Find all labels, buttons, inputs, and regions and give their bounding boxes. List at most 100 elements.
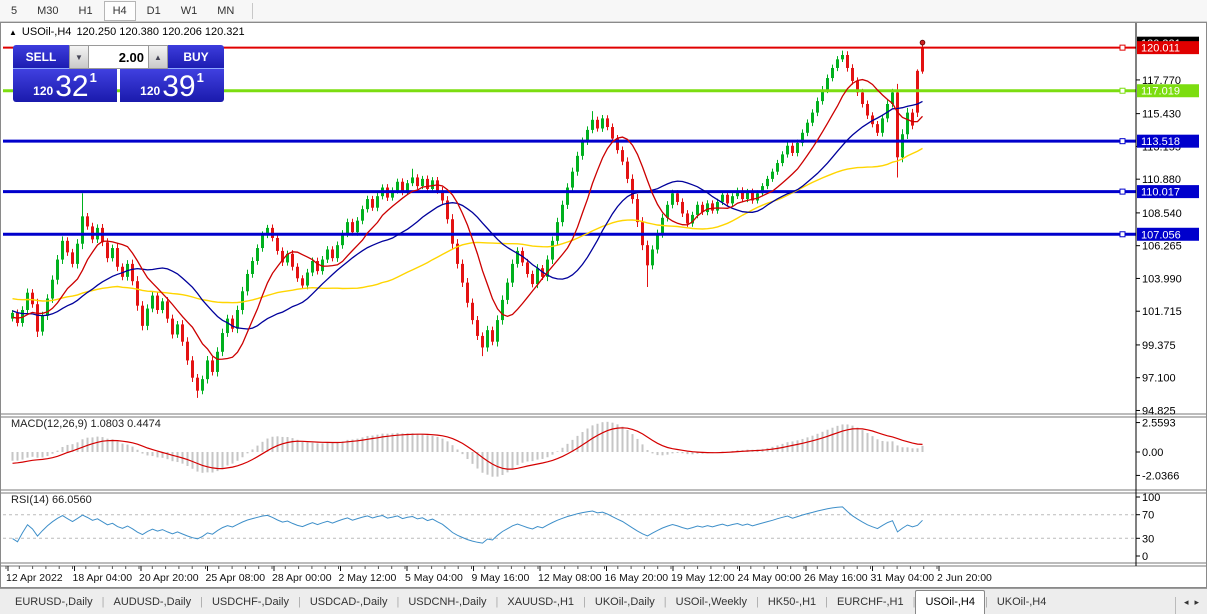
- svg-text:26 May 16:00: 26 May 16:00: [804, 572, 868, 584]
- svg-text:103.990: 103.990: [1142, 273, 1182, 285]
- svg-text:0.00: 0.00: [1142, 447, 1163, 459]
- svg-text:18 Apr 04:00: 18 Apr 04:00: [73, 572, 133, 584]
- rsi-pane[interactable]: RSI(14) 66.0560: [3, 494, 1136, 544]
- tab-xauusd-h1[interactable]: XAUUSD-,H1: [507, 596, 575, 608]
- svg-text:120.011: 120.011: [1141, 43, 1180, 55]
- svg-text:12 Apr 2022: 12 Apr 2022: [6, 572, 63, 584]
- tab-scroll-right-button[interactable]: ▸: [1194, 597, 1199, 607]
- tab-separator: |: [912, 596, 916, 608]
- svg-text:117.770: 117.770: [1142, 75, 1181, 87]
- macd-pane[interactable]: MACD(12,26,9) 1.0803 0.4474: [11, 418, 924, 477]
- trade-panel-top-row: SELL ▼ ▲ BUY: [13, 45, 224, 69]
- timeframe-w1[interactable]: W1: [180, 4, 198, 17]
- svg-text:19 May 12:00: 19 May 12:00: [671, 572, 735, 584]
- sell-price-display[interactable]: 120 32 1: [13, 69, 117, 102]
- svg-text:0: 0: [1142, 551, 1148, 563]
- svg-text:117.019: 117.019: [1141, 86, 1180, 98]
- svg-text:107.056: 107.056: [1141, 229, 1181, 241]
- timeframe-mn[interactable]: MN: [217, 4, 235, 17]
- tab-separator: |: [825, 596, 828, 608]
- chart-tab-bar: EURUSD-,Daily | AUDUSD-,Daily | USDCHF-,Dail…: [0, 588, 1207, 614]
- svg-text:113.518: 113.518: [1141, 136, 1180, 148]
- volume-input[interactable]: [89, 45, 148, 69]
- tab-separator: |: [101, 596, 105, 608]
- volume-decrease-button[interactable]: ▼: [69, 45, 89, 69]
- svg-text:2 Jun 20:00: 2 Jun 20:00: [937, 572, 992, 584]
- svg-text:97.100: 97.100: [1142, 373, 1176, 385]
- sell-price-big: 32: [55, 69, 89, 103]
- timeframe-d1[interactable]: D1: [146, 4, 161, 17]
- buy-price-prefix: 120: [140, 84, 161, 98]
- tab-ukoil-daily[interactable]: UKOil-,Daily: [594, 596, 655, 608]
- chart-window: MACD(12,26,9) 1.0803 0.4474 RSI(14) 66.05…: [0, 22, 1207, 588]
- tab-separator: |: [984, 596, 988, 608]
- sell-button[interactable]: SELL: [13, 45, 69, 69]
- svg-text:110.017: 110.017: [1141, 187, 1180, 199]
- tab-separator: |: [583, 596, 586, 608]
- symbol-collapse-icon[interactable]: ▲: [9, 27, 17, 37]
- tab-scroll-controls: ◂ ▸: [1174, 597, 1201, 614]
- tab-audusd-daily[interactable]: AUDUSD-,Daily: [113, 596, 192, 608]
- chart-canvas[interactable]: MACD(12,26,9) 1.0803 0.4474 RSI(14) 66.05…: [1, 23, 1206, 587]
- chevron-up-icon: ▲: [154, 52, 162, 62]
- svg-text:2 May 12:00: 2 May 12:00: [339, 572, 397, 584]
- svg-text:106.265: 106.265: [1142, 241, 1182, 253]
- toolbar-separator: [252, 2, 254, 19]
- svg-text:25 Apr 08:00: 25 Apr 08:00: [206, 572, 266, 584]
- price-axis: 117.770115.430113.155110.880108.540106.2…: [1, 23, 1206, 567]
- svg-text:70: 70: [1142, 510, 1154, 522]
- tab-usdchf-daily[interactable]: USDCHF-,Daily: [211, 596, 289, 608]
- tab-hk50-h1[interactable]: HK50-,H1: [767, 596, 817, 608]
- buy-price-big: 39: [162, 69, 196, 103]
- tab-usdcad-daily[interactable]: USDCAD-,Daily: [309, 596, 388, 608]
- tab-usoil-h4[interactable]: USOil-,H4: [915, 590, 985, 614]
- chart-symbol: USOil-,H4: [21, 26, 72, 38]
- svg-text:100: 100: [1142, 492, 1160, 504]
- trade-panel: SELL ▼ ▲ BUY 120 32 1 120 39 1: [13, 45, 224, 102]
- tab-separator: |: [755, 596, 759, 608]
- svg-text:2.5593: 2.5593: [1142, 418, 1176, 430]
- chart-title: ▲ USOil-,H4 120.250 120.380 120.206 120.…: [9, 26, 245, 38]
- tab-usdcnh-daily[interactable]: USDCNH-,Daily: [408, 596, 487, 608]
- svg-text:99.375: 99.375: [1142, 340, 1176, 352]
- svg-text:108.540: 108.540: [1142, 208, 1182, 220]
- volume-increase-button[interactable]: ▲: [148, 45, 168, 69]
- tab-separator: |: [663, 596, 667, 608]
- tab-eurchf-h1[interactable]: EURCHF-,H1: [836, 596, 904, 608]
- svg-text:9 May 16:00: 9 May 16:00: [472, 572, 530, 584]
- svg-text:16 May 20:00: 16 May 20:00: [605, 572, 669, 584]
- tab-separator: |: [297, 596, 301, 608]
- tab-eurusd-daily[interactable]: EURUSD-,Daily: [15, 596, 93, 608]
- time-axis: 12 Apr 2022 18 Apr 04:00 20 Apr 20:00 25 Ap…: [5, 566, 992, 584]
- tab-scroll-left-button[interactable]: ◂: [1183, 597, 1189, 607]
- timeframe-h4[interactable]: H4: [103, 0, 136, 21]
- tab-separator: |: [495, 596, 499, 608]
- svg-text:110.880: 110.880: [1142, 174, 1181, 186]
- tab-separator: |: [396, 596, 400, 608]
- buy-price-display[interactable]: 120 39 1: [120, 69, 224, 102]
- tab-usoil-weekly[interactable]: USOil-,Weekly: [675, 596, 747, 608]
- tab-separator: |: [200, 596, 203, 608]
- timeframe-toolbar: 5 M30 H1 H4 D1 W1 MN: [0, 0, 1207, 22]
- svg-text:94.825: 94.825: [1142, 405, 1176, 417]
- svg-text:24 May 00:00: 24 May 00:00: [738, 572, 802, 584]
- svg-text:5 May 04:00: 5 May 04:00: [405, 572, 463, 584]
- svg-text:-2.0366: -2.0366: [1142, 470, 1179, 482]
- svg-text:28 Apr 00:00: 28 Apr 00:00: [272, 572, 332, 584]
- sell-price-pip: 1: [89, 70, 97, 85]
- svg-text:101.715: 101.715: [1142, 306, 1182, 318]
- timeframe-h1[interactable]: H1: [78, 4, 93, 17]
- tab-ukoil-h4[interactable]: UKOil-,H4: [996, 596, 1047, 608]
- svg-text:20 Apr 20:00: 20 Apr 20:00: [139, 572, 199, 584]
- chevron-down-icon: ▼: [75, 52, 83, 62]
- svg-text:31 May 04:00: 31 May 04:00: [871, 572, 935, 584]
- svg-text:115.430: 115.430: [1142, 109, 1181, 121]
- timeframe-m30[interactable]: M30: [37, 4, 59, 17]
- svg-text:MACD(12,26,9) 1.0803 0.4474: MACD(12,26,9) 1.0803 0.4474: [11, 418, 161, 430]
- timeframe-5[interactable]: 5: [11, 4, 18, 17]
- svg-text:RSI(14) 66.0560: RSI(14) 66.0560: [11, 494, 92, 506]
- svg-text:30: 30: [1142, 533, 1154, 545]
- buy-button[interactable]: BUY: [168, 45, 224, 69]
- svg-text:12 May 08:00: 12 May 08:00: [538, 572, 602, 584]
